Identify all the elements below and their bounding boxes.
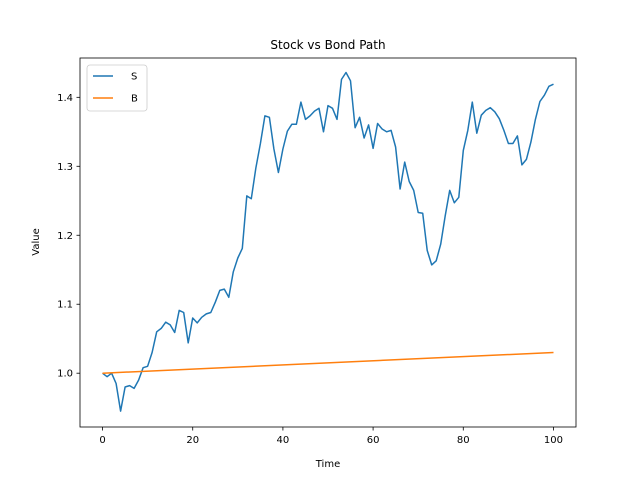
x-axis: 0 20 40 60 80 100 (99, 427, 563, 446)
x-tick-label: 0 (99, 435, 105, 446)
series-line-S (102, 71, 554, 412)
x-tick-label: 60 (367, 435, 380, 446)
legend: SB (86, 64, 148, 112)
y-tick-label: 1.2 (57, 231, 73, 242)
y-axis-label: Value (31, 228, 42, 255)
y-tick-label: 1.1 (57, 300, 73, 311)
x-tick-label: 20 (186, 435, 199, 446)
y-axis: 1.0 1.1 1.2 1.3 1.4 (57, 93, 80, 380)
x-tick-label: 100 (544, 435, 563, 446)
y-tick-label: 1.0 (57, 369, 73, 380)
x-axis-label: Time (315, 459, 340, 470)
series-line-B (102, 351, 554, 374)
legend-box (86, 64, 148, 112)
axes-frame (79, 57, 577, 428)
y-tick-label: 1.4 (57, 93, 73, 104)
legend-label-S: S (131, 72, 137, 83)
plot-area (102, 71, 554, 412)
legend-label-B: B (131, 94, 138, 105)
x-tick-label: 80 (457, 435, 470, 446)
y-tick-label: 1.3 (57, 162, 73, 173)
chart-title: Stock vs Bond Path (270, 38, 385, 52)
x-tick-label: 40 (277, 435, 290, 446)
